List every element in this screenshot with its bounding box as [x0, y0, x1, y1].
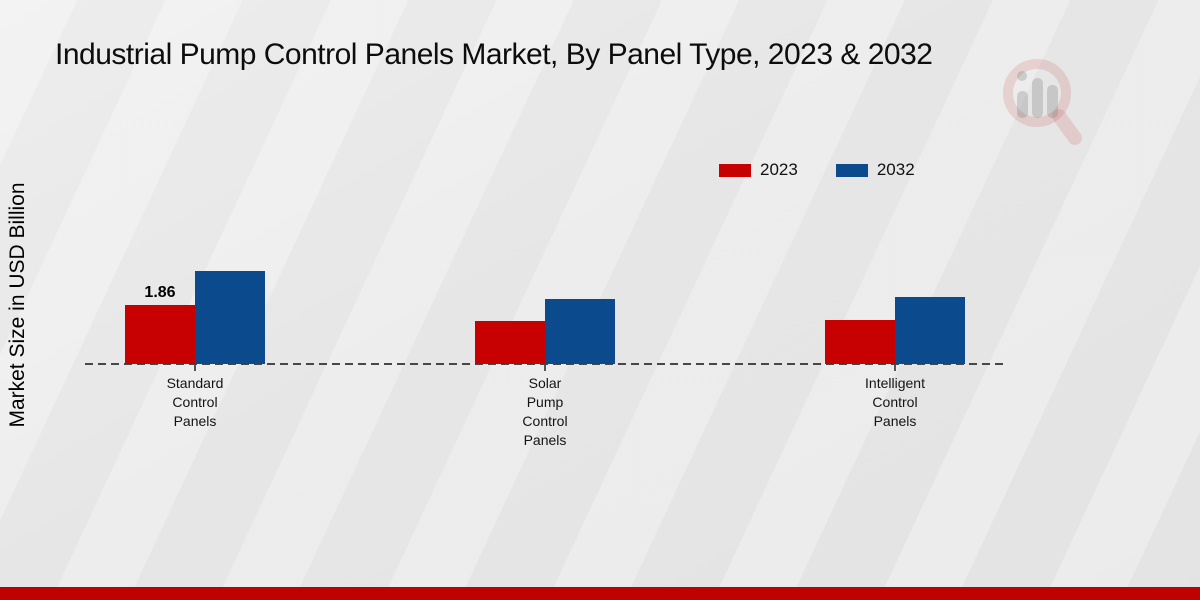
- bar-value-label: 1.86: [144, 284, 176, 301]
- legend-label-2023: 2023: [760, 160, 798, 179]
- bar-2023-solar-pump-control-panels: [475, 321, 545, 364]
- legend-item-2023: 2023: [719, 160, 798, 180]
- legend-swatch-2023: [719, 163, 751, 177]
- bar-2032-solar-pump-control-panels: [545, 299, 615, 364]
- footer-accent-bar: [0, 587, 1200, 600]
- watermark-logo: [995, 50, 1090, 150]
- legend-swatch-2032: [835, 163, 868, 177]
- category-label-standard-control-panels: Standard Control Panels: [166, 375, 224, 429]
- legend-label-2032: 2032: [876, 160, 915, 179]
- x-axis-tick: [544, 365, 546, 371]
- chart-title: Industrial Pump Control Panels Market, B…: [55, 38, 933, 71]
- legend: 2023 2032: [719, 160, 915, 180]
- category-label-intelligent-control-panels: Intelligent Control Panels: [865, 375, 925, 429]
- bar-2032-standard-control-panels: [195, 271, 265, 364]
- x-axis-tick: [194, 365, 196, 371]
- x-axis-baseline: [85, 363, 1007, 365]
- x-axis-tick: [894, 365, 896, 371]
- magnifier-bar-chart-icon: [1003, 59, 1082, 145]
- bar-2023-standard-control-panels: [125, 305, 195, 364]
- legend-item-2032: 2032: [835, 160, 915, 180]
- category-label-solar-pump-control-panels: Solar Pump Control Panels: [522, 375, 568, 448]
- bar-2032-intelligent-control-panels: [895, 297, 965, 364]
- bar-2023-intelligent-control-panels: [825, 320, 895, 364]
